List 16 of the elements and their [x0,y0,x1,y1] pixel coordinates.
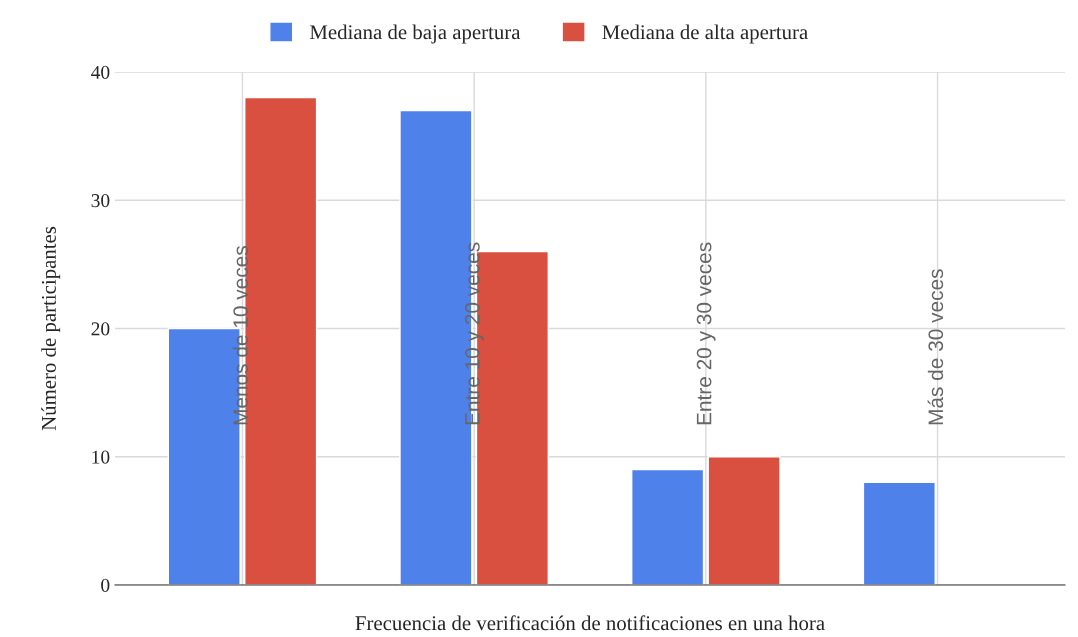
y-tick-label: 40 [91,65,110,79]
y-tick-label: 30 [91,194,110,208]
y-tick-label: 20 [91,322,110,336]
y-tick-label: 0 [101,578,110,592]
x-tick-label: Entre 10 y 20 veces [464,242,484,425]
legend-label: Mediana de alta apertura [602,24,808,44]
x-axis-title: Frecuencia de verificación de notificaciones en una hora [355,615,825,631]
bar [631,468,705,585]
bar [707,456,781,585]
legend-label: Mediana de baja apertura [309,24,521,44]
y-tick-label: 10 [92,450,110,464]
bar [862,481,936,585]
x-tick-label: Entre 20 y 30 veces [696,242,716,425]
x-tick-label: Menos de 10 veces [232,246,249,425]
y-axis-title: Número de participantes [41,226,61,431]
x-tick-label: Más de 30 veces [927,269,944,425]
